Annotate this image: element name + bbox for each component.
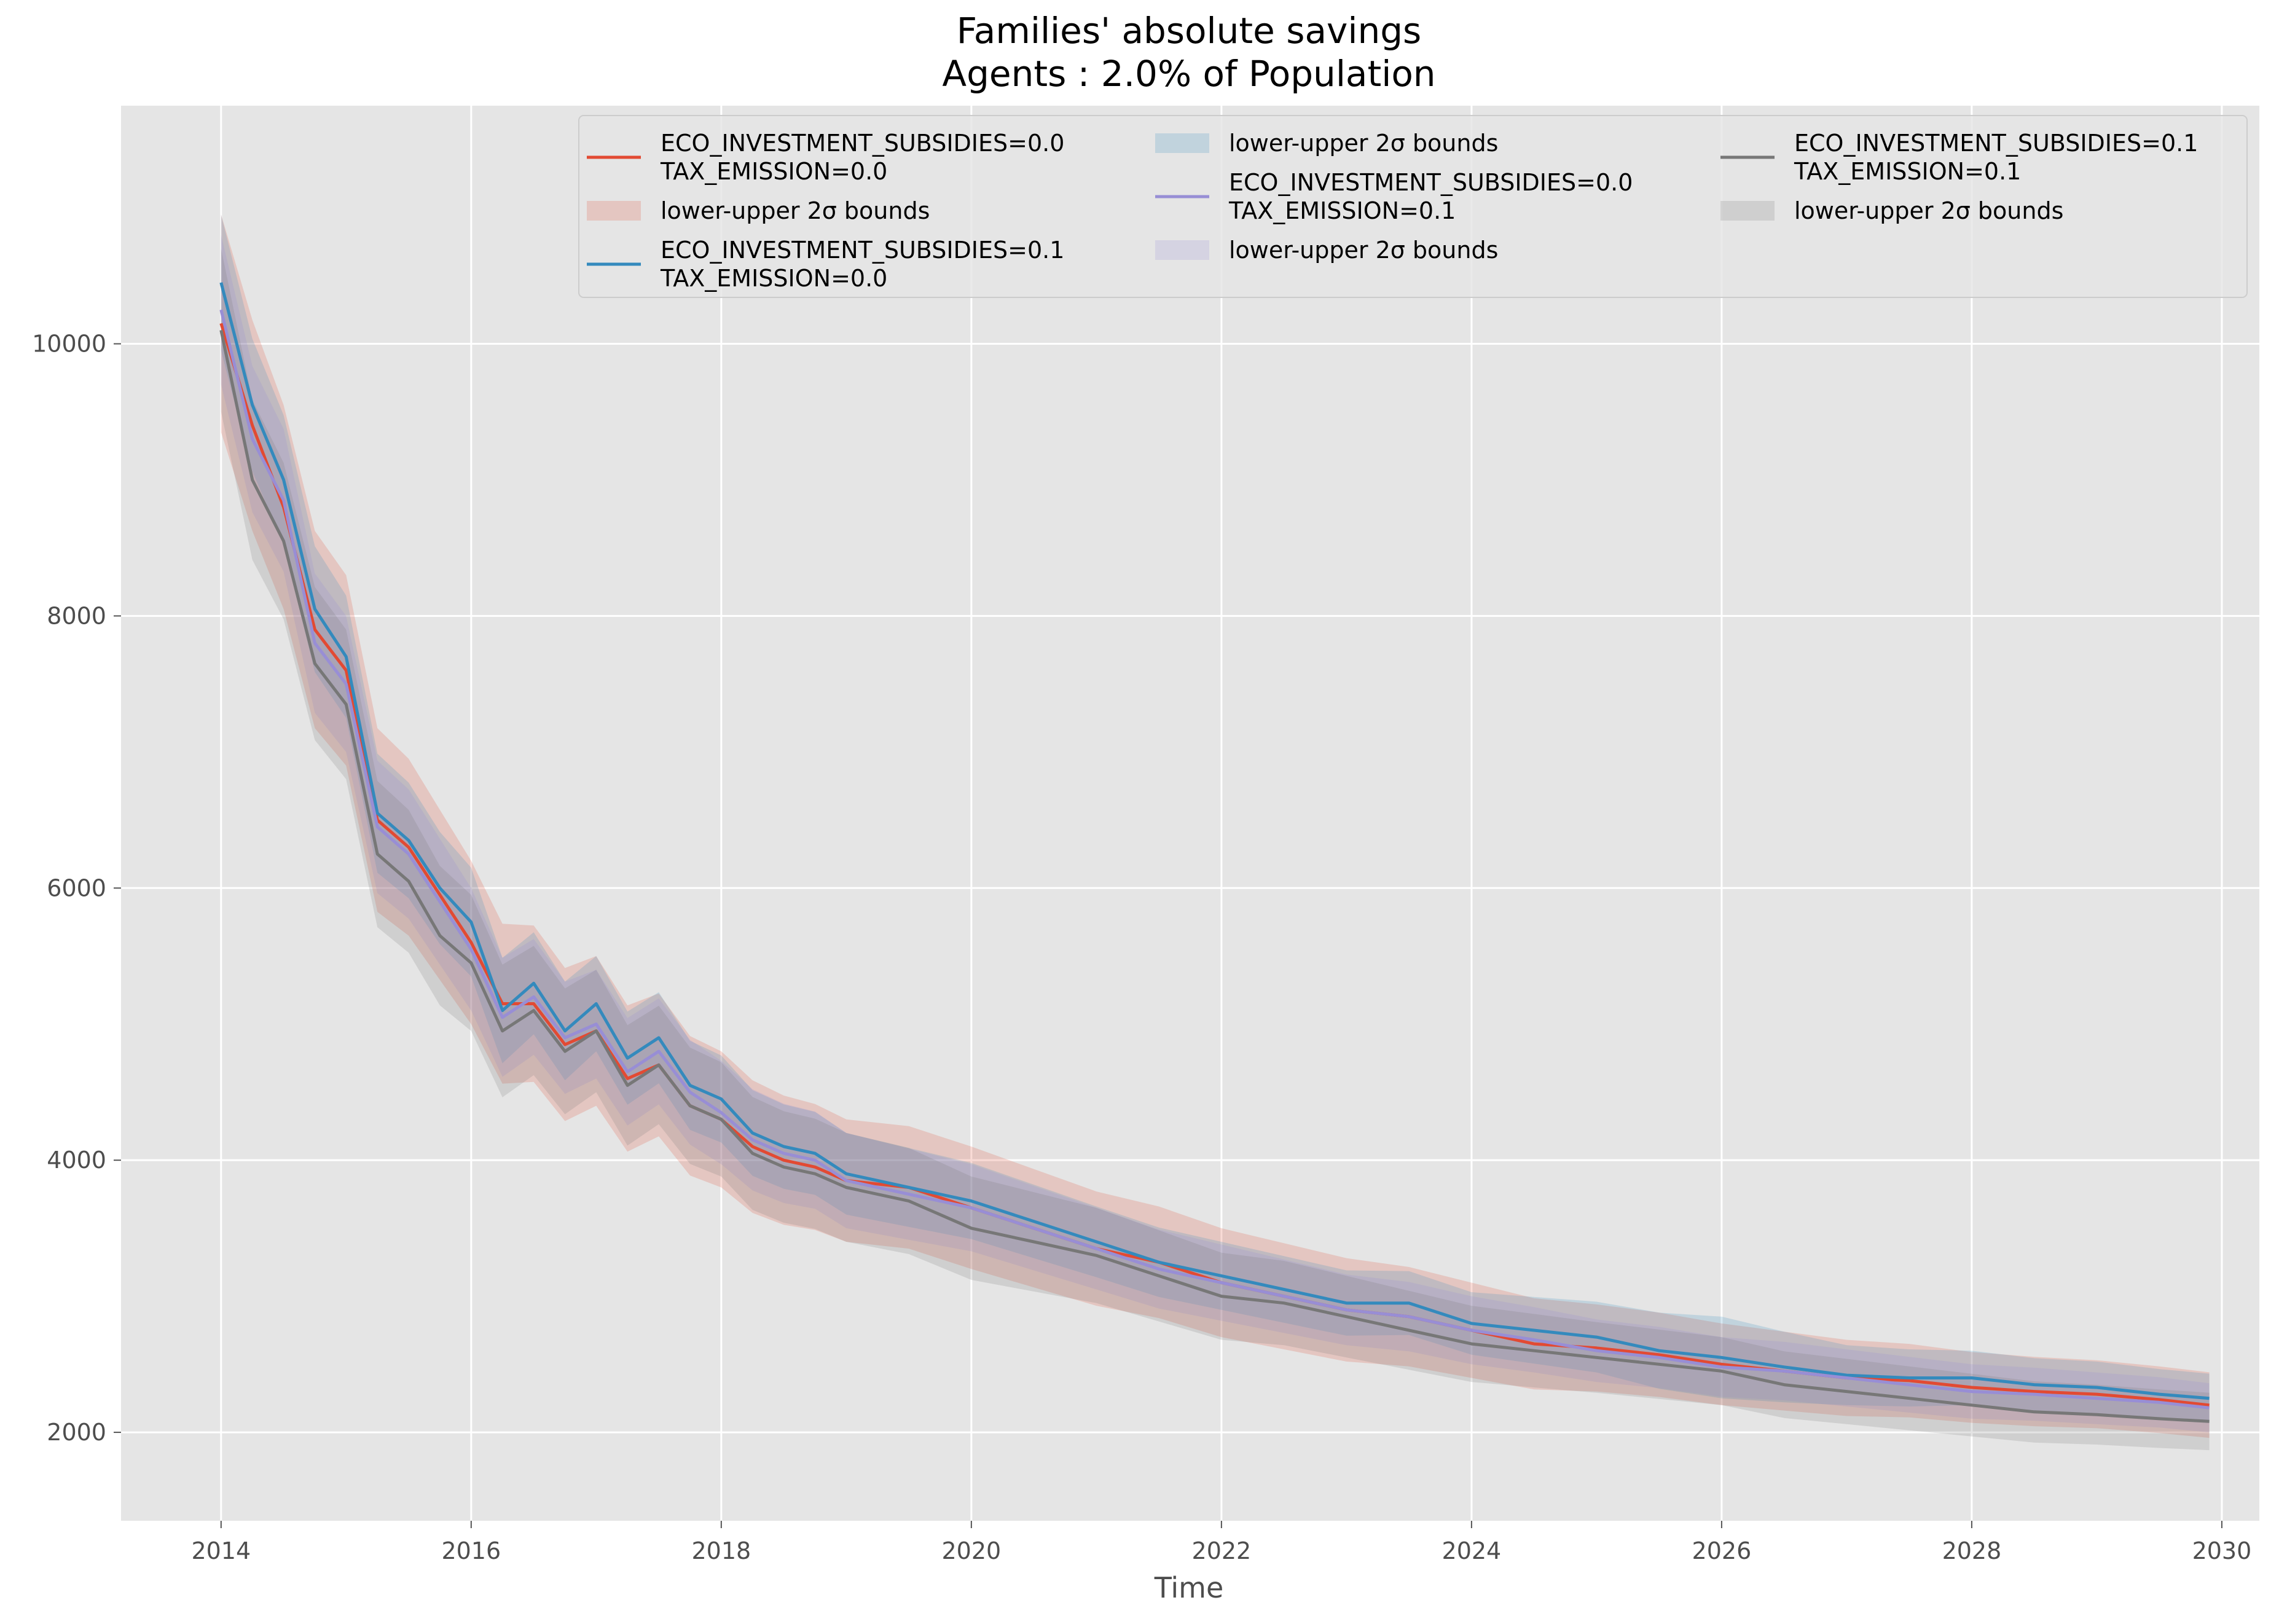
- legend-label: lower-upper 2σ bounds: [1794, 197, 2063, 224]
- y-tick-label: 2000: [47, 1419, 106, 1446]
- x-tick-label: 2016: [441, 1537, 501, 1564]
- chart-title: Families' absolute savings: [957, 10, 1422, 52]
- legend-band-swatch: [1720, 201, 1775, 221]
- legend-band-swatch: [1155, 133, 1209, 153]
- x-axis-ticks: 2014 2016 2018 2020 2022 2024 2026 2028 2030: [191, 1521, 2251, 1564]
- line-series-3: [219, 309, 2210, 1410]
- y-tick-label: 6000: [47, 874, 106, 901]
- confidence-bands: [221, 214, 2210, 1451]
- x-tick-label: 2028: [1942, 1537, 2002, 1564]
- band-series-3: [221, 235, 2210, 1433]
- legend-label: ECO_INVESTMENT_SUBSIDIES=0.0: [1229, 169, 1633, 196]
- x-axis-label: Time: [1154, 1571, 1224, 1604]
- x-tick-label: 2030: [2192, 1537, 2252, 1564]
- legend-label: TAX_EMISSION=0.0: [660, 265, 887, 292]
- legend-label: ECO_INVESTMENT_SUBSIDIES=0.0: [661, 130, 1064, 157]
- y-tick-label: 4000: [47, 1147, 106, 1174]
- grid: [121, 106, 2259, 1521]
- series-lines: [219, 282, 2210, 1423]
- y-axis-ticks: 2000 4000 6000 8000 10000: [32, 331, 121, 1446]
- x-tick-label: 2022: [1192, 1537, 1252, 1564]
- legend-band-swatch: [1155, 240, 1209, 260]
- x-tick-label: 2018: [691, 1537, 751, 1564]
- legend-label: ECO_INVESTMENT_SUBSIDIES=0.1: [661, 237, 1064, 264]
- x-tick-label: 2020: [942, 1537, 1002, 1564]
- legend-label: TAX_EMISSION=0.0: [660, 158, 887, 185]
- y-tick-label: 10000: [32, 331, 106, 358]
- band-series-1: [221, 214, 2210, 1438]
- line-series-2: [219, 282, 2210, 1400]
- chart-subtitle: Agents : 2.0% of Population: [942, 53, 1435, 95]
- legend: ECO_INVESTMENT_SUBSIDIES=0.0TAX_EMISSION…: [578, 115, 2248, 298]
- x-tick-label: 2026: [1692, 1537, 1752, 1564]
- legend-label: lower-upper 2σ bounds: [1229, 130, 1498, 157]
- legend-box: [578, 115, 2248, 298]
- legend-label: lower-upper 2σ bounds: [1229, 237, 1498, 264]
- band-series-4: [221, 248, 2210, 1451]
- x-tick-label: 2014: [191, 1537, 251, 1564]
- legend-label: ECO_INVESTMENT_SUBSIDIES=0.1: [1794, 130, 2198, 157]
- x-tick-label: 2024: [1442, 1537, 1502, 1564]
- legend-band-swatch: [587, 201, 641, 221]
- line-series-4: [219, 329, 2210, 1423]
- band-series-2: [221, 214, 2210, 1423]
- legend-label: lower-upper 2σ bounds: [661, 197, 930, 224]
- legend-label: TAX_EMISSION=0.1: [1794, 158, 2021, 185]
- legend-label: TAX_EMISSION=0.1: [1228, 197, 1456, 224]
- y-tick-label: 8000: [47, 602, 106, 629]
